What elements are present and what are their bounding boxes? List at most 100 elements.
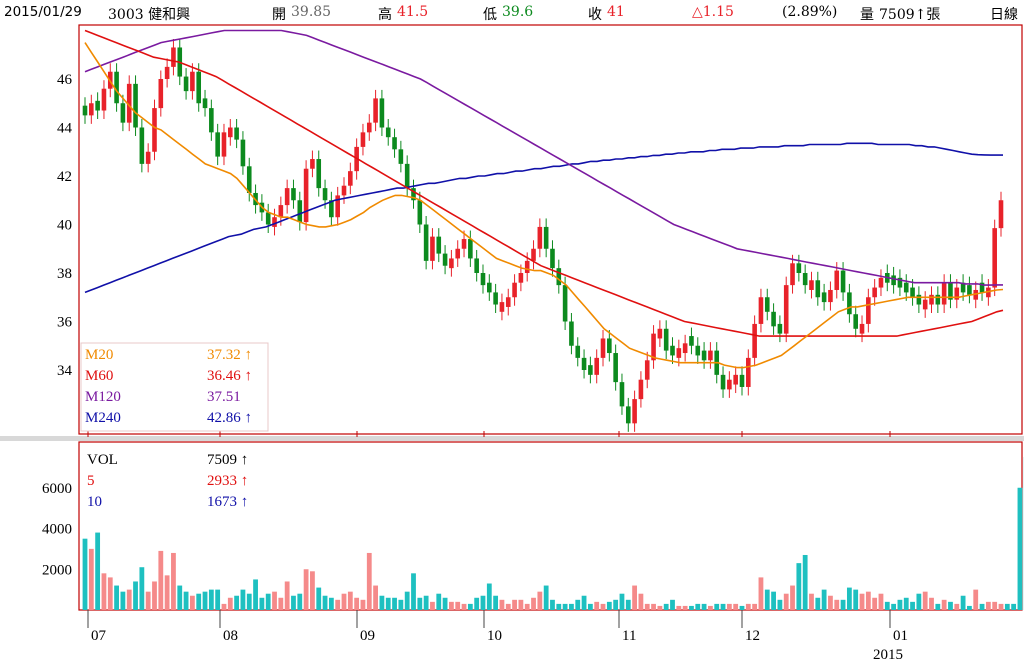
candle-body [935, 294, 941, 305]
candle-body [392, 137, 397, 150]
candle-body [986, 287, 991, 298]
volume-bar [95, 532, 101, 610]
candle-body [701, 350, 707, 361]
volume-bar [196, 593, 202, 610]
volume-bar [221, 603, 227, 610]
volume-bar [619, 593, 625, 610]
volume-bar [834, 599, 840, 610]
candle-body [922, 299, 928, 310]
candle-body [562, 285, 568, 322]
volume-bar [625, 599, 631, 610]
candle-body [209, 108, 214, 133]
volume-bar [493, 595, 499, 610]
volume-bar [992, 601, 998, 610]
close-value: 41 [607, 4, 625, 20]
volume-bar [739, 605, 745, 610]
candle-body [575, 345, 581, 358]
volume-bar [828, 595, 833, 610]
candle-body [891, 275, 896, 286]
volume-bar [360, 599, 366, 610]
candle-body [866, 297, 871, 324]
volume-bar [903, 597, 909, 610]
price-tick-label: 38 [57, 266, 72, 282]
candle-body [859, 323, 865, 334]
candle-body [310, 159, 315, 169]
volume-label: 量 [860, 7, 874, 23]
candle-body [284, 188, 290, 206]
candle-body [853, 314, 859, 329]
volume-value: 7509↑張 [879, 7, 941, 23]
month-label: 11 [622, 628, 636, 644]
candle-body [423, 224, 429, 261]
volume-bar [291, 595, 296, 610]
volume-bar [689, 605, 694, 610]
volume-bar [922, 591, 928, 610]
volume-bar [341, 593, 347, 610]
candle-body [524, 260, 530, 273]
volume-bar [139, 567, 145, 610]
candle-body [973, 289, 979, 300]
volume-bar [878, 593, 884, 610]
volume-bar [215, 589, 221, 610]
candle-body [954, 287, 960, 300]
candle-body [196, 71, 202, 104]
volume-bar [701, 603, 707, 610]
volume-bar [537, 591, 543, 610]
candle-body [411, 188, 416, 201]
candle-body [430, 236, 435, 261]
candle-body [95, 100, 100, 111]
volume-bar [133, 581, 138, 610]
volume-bar [1011, 603, 1017, 610]
candle-body [512, 282, 517, 298]
volume-legend-name: 5 [87, 473, 95, 489]
volume-bar [884, 601, 890, 610]
volume-bar [512, 599, 517, 610]
candle-body [449, 258, 454, 269]
candle-body [847, 292, 852, 315]
candle-body [897, 277, 903, 288]
volume-bar [423, 595, 429, 610]
candle-body [588, 365, 593, 375]
legend-m120-name: M120 [85, 389, 121, 405]
legend-m60-name: M60 [85, 368, 113, 384]
candle-body [114, 71, 119, 104]
candle-body [663, 328, 669, 351]
candle-body [487, 282, 492, 293]
volume-bar [398, 599, 404, 610]
candle-body [227, 127, 233, 138]
volume-bar [392, 597, 397, 610]
volume-legend-value: 2933 ↑ [207, 473, 248, 489]
volume-bar [379, 595, 385, 610]
volume-bar [840, 599, 846, 610]
candle-body [543, 226, 549, 249]
volume-bar [385, 597, 391, 610]
year-label: 2015 [873, 647, 903, 662]
volume-bar [297, 593, 303, 610]
price-tick-label: 42 [57, 169, 72, 185]
candle-body [297, 200, 303, 223]
volume-bar [587, 603, 593, 610]
price-tick-label: 40 [57, 218, 72, 234]
candle-body [600, 338, 606, 358]
volume-bar [543, 585, 549, 610]
candle-body [708, 350, 713, 361]
volume-bar [158, 550, 164, 610]
candle-body [303, 168, 309, 223]
volume-bar [126, 589, 132, 610]
ma120-line [84, 29, 1003, 286]
volume-legend-value: 7509 ↑ [207, 452, 248, 468]
candle-body [979, 282, 985, 293]
volume-bar [335, 599, 341, 610]
volume-bar [948, 601, 953, 610]
volume-bar [101, 573, 107, 610]
candle-body [505, 297, 511, 307]
candle-body [158, 79, 164, 109]
candle-body [385, 127, 391, 138]
volume-bar [714, 603, 720, 610]
candle-body [190, 71, 195, 92]
candle-body [360, 132, 366, 147]
volume-bar [556, 603, 562, 610]
volume-bar [657, 605, 663, 610]
candle-body [960, 282, 966, 293]
candle-body [802, 273, 808, 286]
